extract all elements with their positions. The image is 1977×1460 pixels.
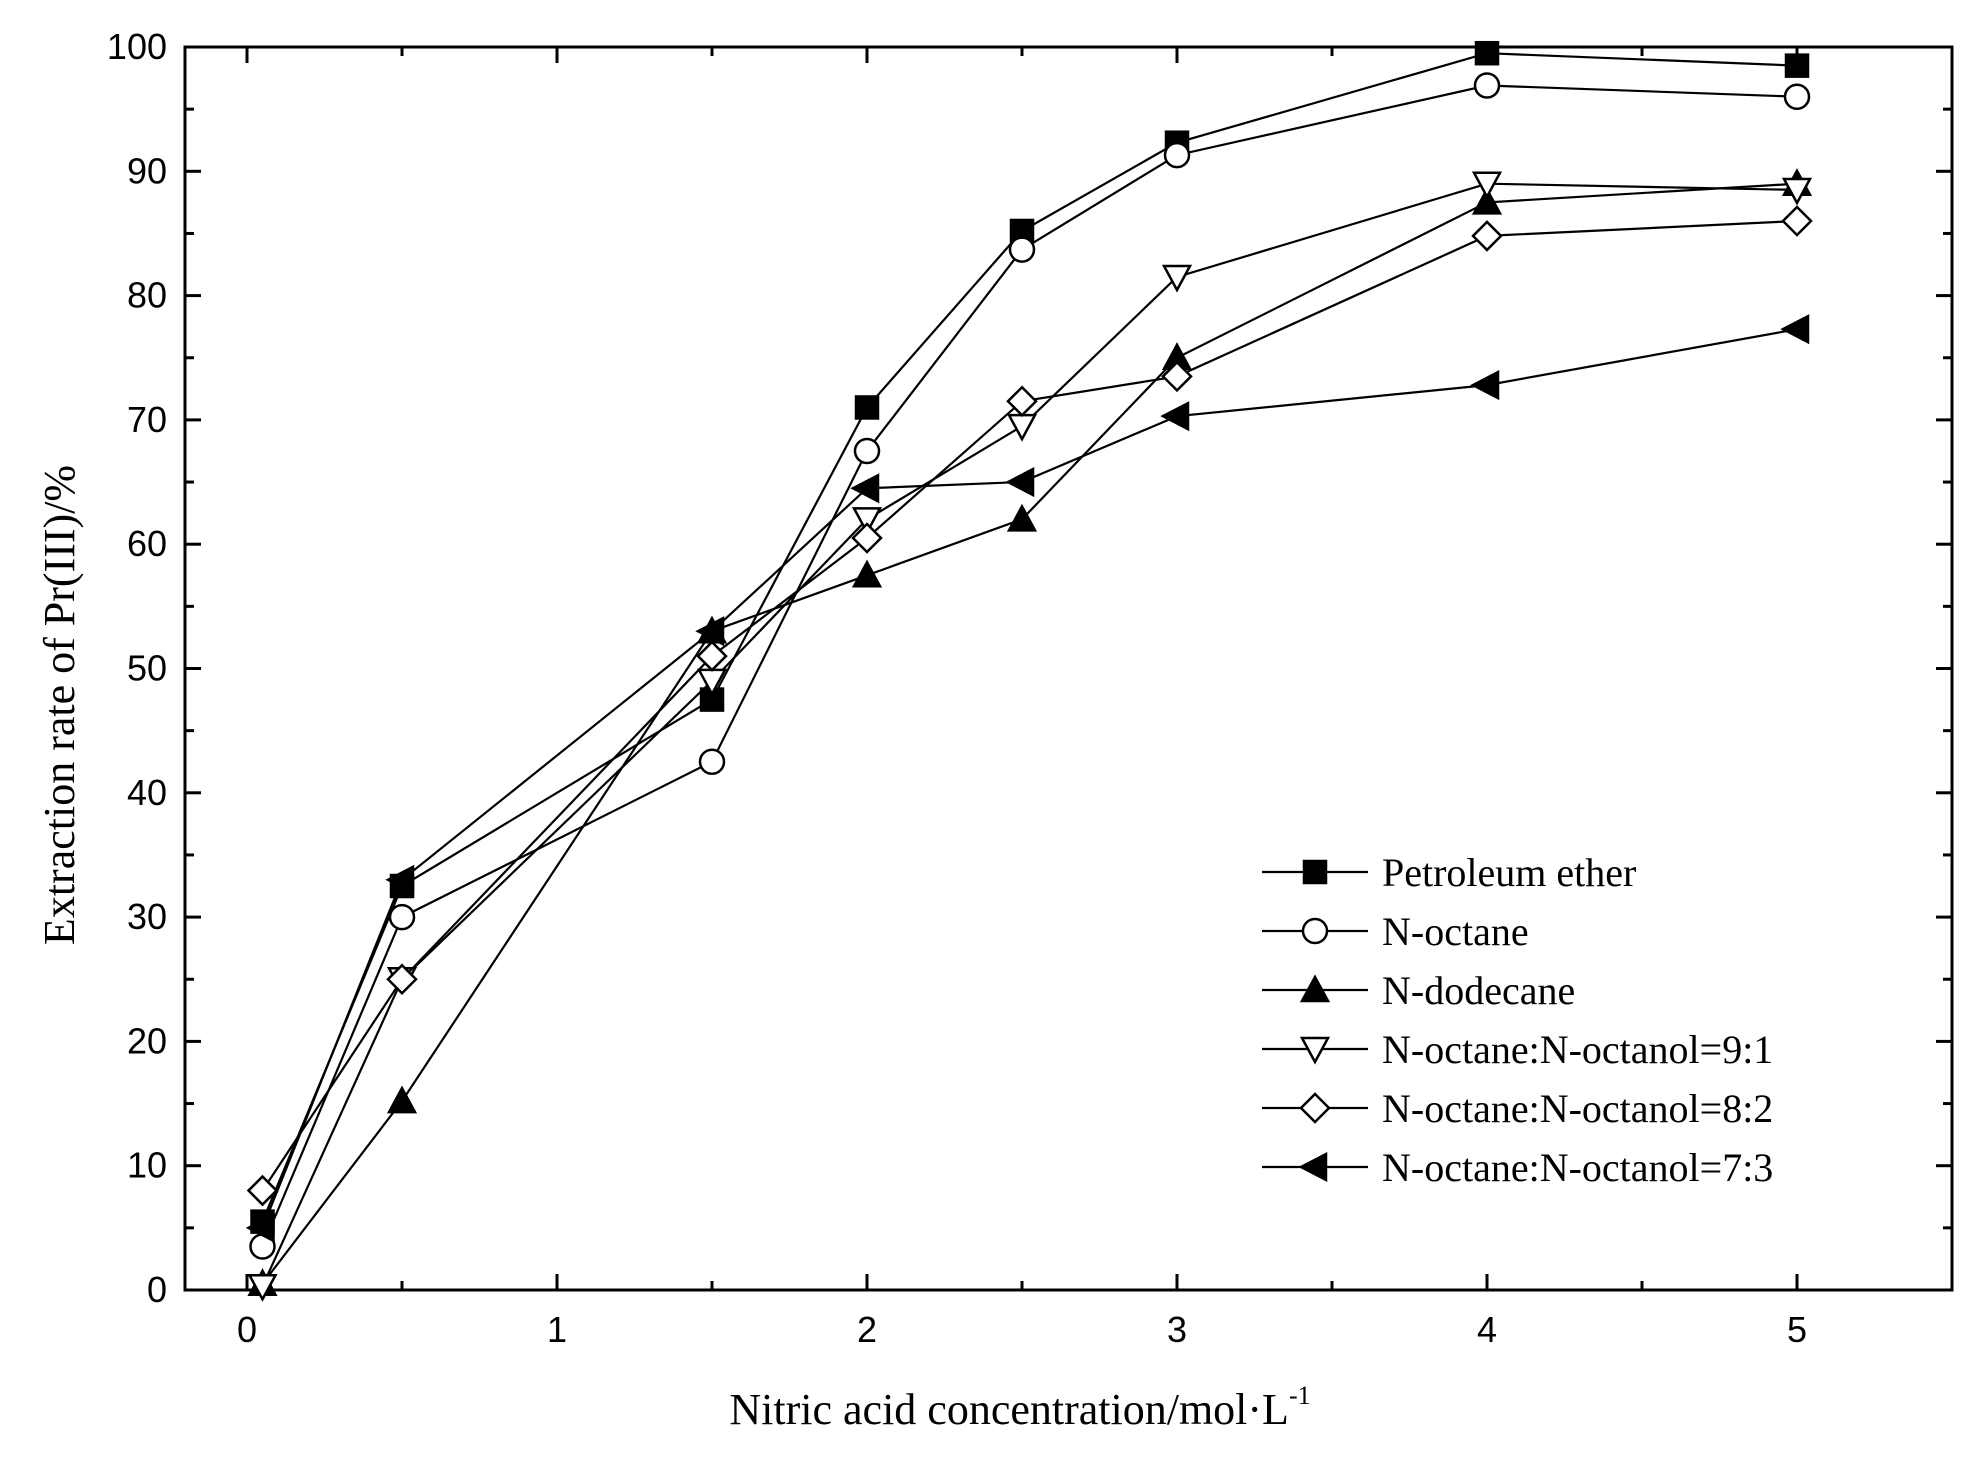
data-point	[386, 963, 418, 996]
y-tick-label: 90	[127, 150, 167, 191]
series-line	[261, 52, 1798, 1223]
data-point	[851, 507, 883, 535]
data-point	[695, 616, 725, 647]
data-point	[1163, 141, 1191, 169]
y-axis-label: Extraction rate of Pr(III)/%	[35, 465, 84, 945]
data-point	[1471, 171, 1503, 200]
legend-label: N-dodecane	[1382, 968, 1575, 1013]
data-point	[388, 903, 416, 931]
legend-item: N-octane	[1262, 909, 1529, 954]
data-point	[1783, 83, 1811, 110]
y-tick-label: 40	[127, 772, 167, 813]
x-tick-label: 4	[1477, 1309, 1497, 1350]
data-point	[246, 1174, 279, 1207]
y-tick-label: 10	[127, 1145, 167, 1186]
x-tick-label: 5	[1787, 1309, 1807, 1350]
y-tick-label: 30	[127, 896, 167, 937]
legend-item: N-octane:N-octanol=9:1	[1262, 1027, 1773, 1072]
data-point	[1784, 53, 1810, 78]
y-tick-label: 70	[127, 399, 167, 440]
y-tick-label: 60	[127, 523, 167, 564]
legend-label: N-octane:N-octanol=8:2	[1382, 1086, 1773, 1131]
legend-label: Petroleum ether	[1382, 850, 1636, 895]
legend-marker	[1301, 917, 1329, 945]
data-point	[386, 1085, 418, 1114]
data-point	[247, 1274, 278, 1302]
data-point	[1471, 220, 1503, 252]
legend-marker	[1302, 859, 1328, 885]
data-point	[698, 748, 726, 775]
y-tick-label: 80	[127, 275, 167, 316]
legend-marker	[1298, 1151, 1328, 1183]
y-tick-label: 50	[127, 648, 167, 689]
data-point	[385, 864, 415, 895]
data-point	[1470, 370, 1500, 401]
data-point	[1006, 413, 1038, 442]
data-point	[245, 1212, 275, 1243]
legend-item: Petroleum ether	[1262, 850, 1636, 895]
data-point	[851, 559, 883, 588]
legend-marker	[1299, 1036, 1331, 1065]
x-tick-label: 2	[857, 1309, 877, 1350]
x-tick-label: 0	[237, 1309, 257, 1350]
data-point	[1474, 40, 1500, 66]
y-tick-label: 20	[127, 1020, 167, 1061]
y-tick-label: 0	[147, 1269, 167, 1310]
data-point	[1006, 503, 1038, 532]
legend-label: N-octane:N-octanol=9:1	[1382, 1027, 1773, 1072]
data-point	[1006, 385, 1038, 418]
series-line	[261, 328, 1798, 1229]
data-point	[854, 395, 880, 420]
series-6	[245, 314, 1810, 1243]
series-line	[261, 182, 1798, 1285]
series-line	[261, 219, 1798, 1192]
data-point	[696, 640, 728, 672]
data-point	[1781, 177, 1813, 206]
legend-marker	[1299, 974, 1331, 1003]
data-point	[1781, 205, 1813, 237]
legend-item: N-octane:N-octanol=8:2	[1262, 1086, 1773, 1131]
data-point	[1161, 360, 1193, 393]
data-point	[1008, 236, 1036, 263]
series-2	[249, 72, 1811, 1260]
x-tick-label: 1	[547, 1309, 567, 1350]
series-5	[246, 205, 1813, 1207]
data-point	[1471, 186, 1503, 215]
data-point	[1161, 264, 1193, 293]
series-line	[261, 182, 1798, 1287]
data-point	[850, 473, 880, 504]
legend-label: N-octane	[1382, 909, 1529, 954]
data-point	[1780, 314, 1810, 345]
x-axis-label: Nitric acid concentration/mol·L-1	[729, 1381, 1310, 1434]
data-point	[1473, 72, 1501, 99]
y-tick-label: 100	[107, 26, 167, 67]
legend-item: N-octane:N-octanol=7:3	[1262, 1145, 1773, 1190]
legend-item: N-dodecane	[1262, 968, 1575, 1013]
legend-label: N-octane:N-octanol=7:3	[1382, 1145, 1773, 1190]
data-point	[851, 522, 883, 554]
data-point	[853, 437, 881, 465]
data-point	[1005, 466, 1035, 498]
legend-marker	[1299, 1092, 1331, 1124]
x-tick-label: 3	[1167, 1309, 1187, 1350]
data-point	[1160, 401, 1190, 432]
series-line	[261, 84, 1798, 1247]
